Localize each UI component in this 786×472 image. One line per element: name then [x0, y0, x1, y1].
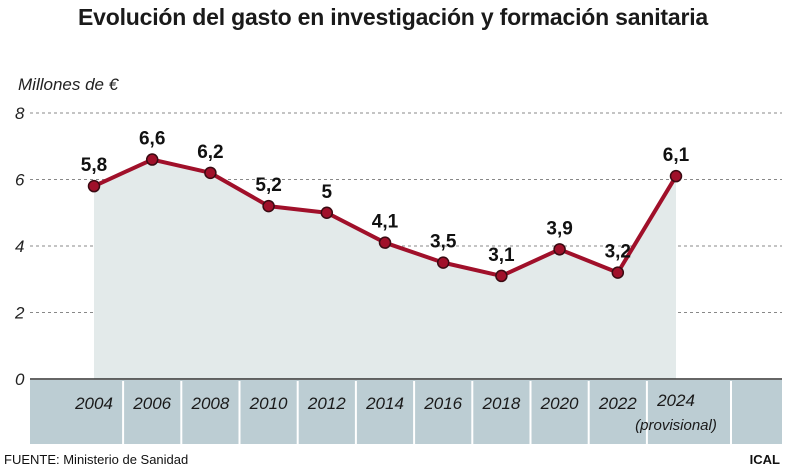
data-point	[495, 269, 508, 283]
data-point	[611, 266, 625, 279]
data-point	[378, 236, 392, 249]
data-point	[669, 169, 683, 183]
y-tick-label: 2	[14, 304, 25, 323]
y-tick-label: 4	[15, 237, 24, 256]
x-tick-label: 2018	[481, 394, 520, 413]
data-label: 6,2	[197, 142, 223, 163]
x-tick-label: 2008	[190, 394, 229, 413]
x-tick-label: 2004	[74, 394, 113, 413]
chart-title: Evolución del gasto en investigación y f…	[77, 4, 708, 30]
data-point	[145, 153, 159, 166]
x-tick-label: 2024	[656, 391, 695, 410]
data-label: 4,1	[372, 212, 399, 233]
y-tick-label: 0	[15, 370, 25, 389]
x-tick-label: 2010	[249, 394, 288, 413]
data-point	[436, 256, 450, 269]
x-axis-band	[30, 380, 782, 444]
data-label: 6,6	[139, 129, 165, 150]
y-tick-label: 6	[15, 171, 25, 190]
data-label: 5	[322, 182, 333, 203]
x-tick-label: 2014	[365, 394, 404, 413]
y-axis-label: Millones de €	[18, 75, 120, 94]
x-tick-label: 2020	[540, 394, 579, 413]
data-point	[204, 166, 217, 180]
source-note: FUENTE: Ministerio de Sanidad	[4, 452, 189, 467]
data-label: 3,5	[430, 232, 457, 253]
data-label: 3,9	[546, 218, 572, 239]
data-label: 5,2	[255, 175, 281, 196]
series-area	[94, 159, 676, 379]
x-tick-label: 2016	[423, 394, 462, 413]
x-tick-label: 2012	[307, 394, 346, 413]
data-label: 6,1	[663, 145, 690, 166]
data-point	[320, 206, 334, 219]
data-label: 3,1	[488, 245, 515, 266]
x-tick-label: 2006	[132, 394, 171, 413]
data-label: 3,2	[605, 242, 631, 263]
data-point	[553, 243, 566, 256]
credit-label: ICAL	[749, 452, 780, 467]
data-label: 5,8	[81, 155, 107, 176]
x-tick-label: 2022	[598, 394, 637, 413]
x-tick-sublabel: (provisional)	[635, 417, 717, 434]
data-point	[262, 199, 275, 213]
y-tick-label: 8	[15, 104, 25, 123]
data-point	[87, 179, 101, 193]
